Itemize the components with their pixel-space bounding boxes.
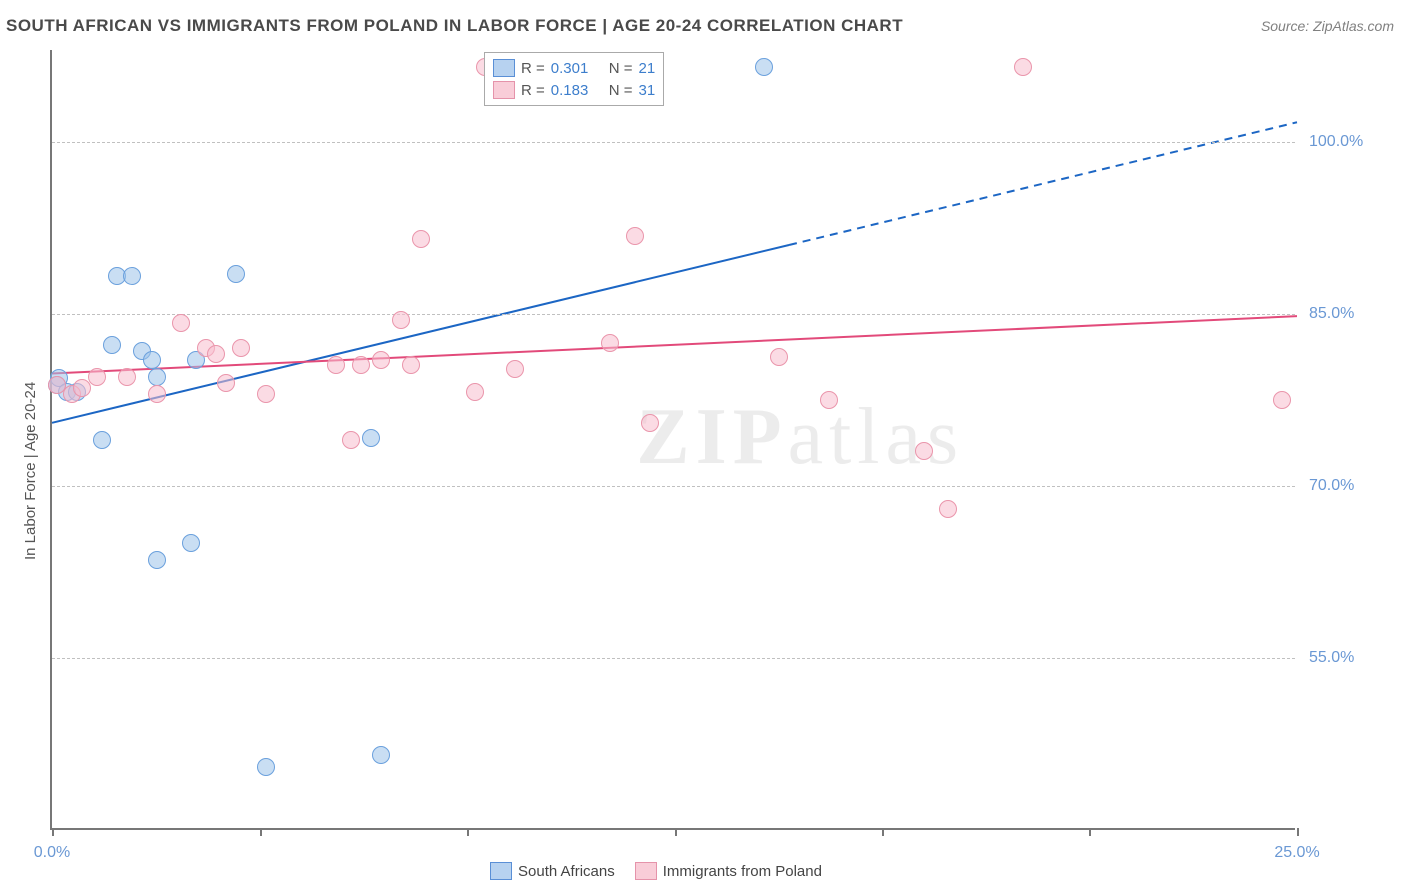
x-tick	[467, 828, 469, 836]
scatter-point	[770, 348, 788, 366]
scatter-point	[392, 311, 410, 329]
legend-n-label: N =	[609, 82, 633, 99]
scatter-point	[755, 58, 773, 76]
y-tick-label: 70.0%	[1309, 477, 1354, 495]
scatter-point	[148, 551, 166, 569]
legend-n-value: 21	[639, 60, 656, 77]
scatter-point	[143, 351, 161, 369]
legend-r-label: R =	[521, 82, 545, 99]
scatter-point	[148, 368, 166, 386]
gridline	[52, 142, 1295, 143]
x-tick	[882, 828, 884, 836]
chart-title: SOUTH AFRICAN VS IMMIGRANTS FROM POLAND …	[6, 16, 903, 36]
x-tick-label: 0.0%	[34, 844, 70, 862]
scatter-point	[103, 336, 121, 354]
scatter-point	[257, 758, 275, 776]
legend-series-label: South Africans	[518, 863, 615, 880]
source-label: Source: ZipAtlas.com	[1261, 18, 1394, 34]
scatter-point	[362, 429, 380, 447]
y-axis-label: In Labor Force | Age 20-24	[22, 382, 39, 560]
legend-series: South Africans Immigrants from Poland	[490, 862, 822, 880]
scatter-point	[88, 368, 106, 386]
scatter-point	[402, 356, 420, 374]
scatter-point	[626, 227, 644, 245]
scatter-point	[915, 442, 933, 460]
scatter-point	[73, 379, 91, 397]
x-tick-label: 25.0%	[1274, 844, 1319, 862]
scatter-point	[352, 356, 370, 374]
scatter-point	[506, 360, 524, 378]
scatter-point	[641, 414, 659, 432]
legend-r-label: R =	[521, 60, 545, 77]
y-tick-label: 55.0%	[1309, 649, 1354, 667]
scatter-point	[372, 746, 390, 764]
legend-row: R = 0.301 N = 21	[493, 57, 655, 79]
scatter-point	[820, 391, 838, 409]
trend-line-dashed	[789, 122, 1297, 245]
legend-series-label: Immigrants from Poland	[663, 863, 822, 880]
legend-swatch	[490, 862, 512, 880]
scatter-point	[232, 339, 250, 357]
plot-area: ZIPatlas 55.0%70.0%85.0%100.0%0.0%25.0%	[50, 50, 1295, 830]
gridline	[52, 314, 1295, 315]
legend-item: Immigrants from Poland	[635, 862, 822, 880]
x-tick	[675, 828, 677, 836]
legend-n-value: 31	[639, 82, 656, 99]
x-tick	[260, 828, 262, 836]
scatter-point	[172, 314, 190, 332]
legend-item: South Africans	[490, 862, 615, 880]
scatter-point	[123, 267, 141, 285]
x-tick	[1297, 828, 1299, 836]
legend-row: R = 0.183 N = 31	[493, 79, 655, 101]
legend-swatch	[493, 81, 515, 99]
y-tick-label: 85.0%	[1309, 305, 1354, 323]
legend-correlation: R = 0.301 N = 21 R = 0.183 N = 31	[484, 52, 664, 106]
legend-r-value: 0.301	[551, 60, 603, 77]
scatter-point	[217, 374, 235, 392]
scatter-point	[1014, 58, 1032, 76]
scatter-point	[182, 534, 200, 552]
gridline	[52, 658, 1295, 659]
x-tick	[1089, 828, 1091, 836]
scatter-point	[466, 383, 484, 401]
scatter-point	[327, 356, 345, 374]
scatter-point	[342, 431, 360, 449]
y-tick-label: 100.0%	[1309, 133, 1363, 151]
legend-r-value: 0.183	[551, 82, 603, 99]
scatter-point	[207, 345, 225, 363]
trend-lines-layer	[52, 50, 1297, 830]
scatter-point	[939, 500, 957, 518]
scatter-point	[601, 334, 619, 352]
scatter-point	[93, 431, 111, 449]
scatter-point	[412, 230, 430, 248]
scatter-point	[227, 265, 245, 283]
legend-swatch	[635, 862, 657, 880]
x-tick	[52, 828, 54, 836]
scatter-point	[1273, 391, 1291, 409]
scatter-point	[148, 385, 166, 403]
legend-swatch	[493, 59, 515, 77]
scatter-point	[118, 368, 136, 386]
gridline	[52, 486, 1295, 487]
legend-n-label: N =	[609, 60, 633, 77]
scatter-point	[372, 351, 390, 369]
scatter-point	[257, 385, 275, 403]
